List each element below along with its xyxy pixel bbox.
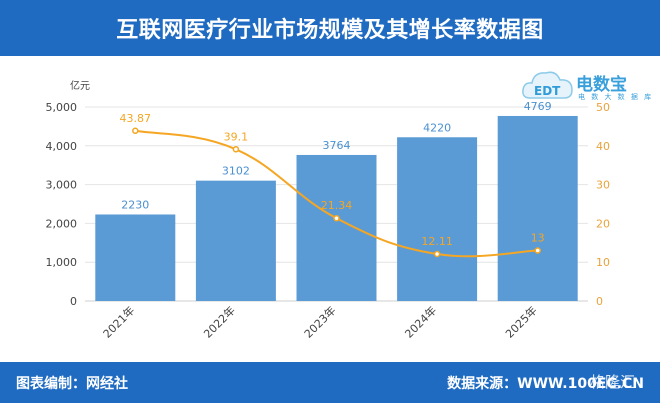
chart-svg: 0 1,000 2,000 3,000 4,000 5,000 0 10 20 30 40 50 亿元 2… bbox=[46, 79, 611, 341]
x-tick-label: 2025年 bbox=[502, 303, 539, 340]
x-tick-label: 2024年 bbox=[402, 303, 439, 340]
logo-name: 电数宝 bbox=[576, 75, 627, 95]
growth-rate-label: 12.11 bbox=[421, 235, 453, 248]
footer-source: 数据来源：WWW.100EC.CN bbox=[447, 375, 644, 392]
y-left-tick-label: 3,000 bbox=[46, 179, 78, 192]
bar-value-label: 4220 bbox=[423, 121, 451, 134]
growth-rate-point bbox=[333, 214, 340, 222]
header-bar: 互联网医疗行业市场规模及其增长率数据图 bbox=[0, 0, 660, 56]
growth-rate-point bbox=[433, 250, 441, 258]
y-left-tick-label: 5,000 bbox=[46, 101, 78, 114]
chart-area: 0 1,000 2,000 3,000 4,000 5,000 0 10 20 30 40 50 亿元 2… bbox=[0, 56, 660, 362]
bar-value-label: 3764 bbox=[323, 139, 351, 152]
y-left-tick-label: 4,000 bbox=[46, 140, 78, 153]
bar-value-label: 4769 bbox=[524, 100, 552, 113]
growth-rate-label: 13 bbox=[531, 232, 545, 245]
y-right-tick-label: 30 bbox=[596, 179, 610, 192]
edt-logo: EDT 电数宝 电 数 大 数 据 库 bbox=[520, 60, 660, 112]
chart-title: 互联网医疗行业市场规模及其增长率数据图 bbox=[116, 18, 544, 43]
growth-rate-label: 39.1 bbox=[224, 130, 249, 143]
y-left-tick-label: 0 bbox=[70, 295, 77, 308]
growth-rate-point bbox=[232, 146, 240, 153]
bar bbox=[195, 180, 276, 301]
bar-value-label: 2230 bbox=[121, 198, 149, 211]
bar-value-label: 3102 bbox=[222, 165, 250, 178]
y-right-tick-label: 40 bbox=[596, 140, 610, 153]
y-left-tick-label: 1,000 bbox=[46, 256, 78, 269]
logo-subtitle: 电 数 大 数 据 库 bbox=[578, 93, 654, 101]
x-tick-label: 2022年 bbox=[201, 303, 238, 340]
watermark: 格隆汇 bbox=[590, 373, 636, 391]
x-tick-label: 2021年 bbox=[100, 303, 137, 340]
y-right-tick-label: 0 bbox=[596, 295, 603, 308]
bar bbox=[497, 115, 578, 301]
growth-rate-label: 43.87 bbox=[120, 112, 152, 125]
y-right-tick-label: 50 bbox=[596, 101, 610, 114]
y-left-unit-label: 亿元 bbox=[70, 79, 90, 92]
logo-mark: EDT bbox=[534, 84, 561, 98]
growth-rate-point bbox=[534, 247, 541, 254]
footer-editor: 图表编制：网经社 bbox=[16, 375, 128, 392]
growth-rate-point bbox=[132, 127, 139, 135]
cloud-logo-icon: EDT bbox=[522, 71, 573, 99]
footer-bar: 图表编制：网经社 数据来源：WWW.100EC.CN bbox=[0, 362, 660, 403]
y-right-tick-label: 10 bbox=[596, 256, 610, 269]
bar bbox=[95, 214, 176, 301]
growth-rate-label: 21.34 bbox=[321, 199, 353, 212]
bar bbox=[296, 154, 377, 301]
y-left-tick-label: 2,000 bbox=[46, 217, 78, 230]
bar bbox=[397, 137, 478, 301]
y-right-tick-label: 20 bbox=[596, 217, 610, 230]
x-tick-label: 2023年 bbox=[301, 303, 338, 340]
